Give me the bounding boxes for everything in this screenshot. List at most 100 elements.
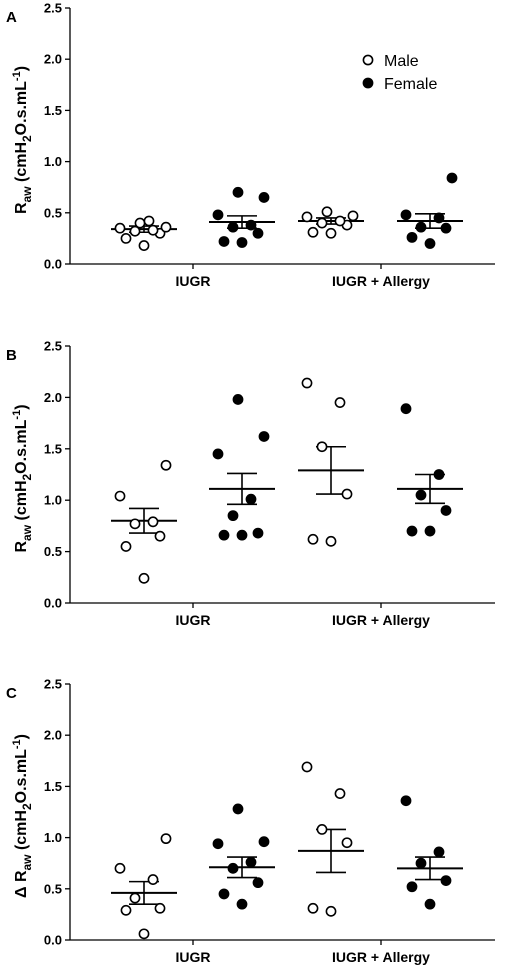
y-tick-label: 2.5 (44, 677, 62, 692)
data-point-male (325, 535, 337, 547)
panel-label: A (6, 9, 17, 26)
data-point-male (301, 211, 313, 223)
y-axis-label-part: ) (13, 66, 30, 71)
y-tick-label: 1.5 (44, 441, 62, 456)
y-axis-label-part: 2 (20, 803, 34, 810)
data-point-female (245, 856, 257, 868)
data-point-female (218, 529, 230, 541)
y-axis-label-part: (cmH (13, 810, 30, 854)
chart-panel-b: B 0.0 0.5 1.0 1.5 2.0 2.5 IUGR IUGR + Allergy Raw… (6, 339, 495, 628)
y-tick-label: 1.0 (44, 493, 62, 508)
y-tick-label: 1.5 (44, 779, 62, 794)
data-point-male (114, 490, 126, 502)
data-point-female (232, 186, 244, 198)
data-point-male (341, 837, 353, 849)
data-point-male (316, 217, 328, 229)
y-axis-label-part: -1 (11, 739, 23, 749)
y-tick-label: 2.0 (44, 390, 62, 405)
y-axis-label: Raw (cmH2O.s.mL-1) (11, 404, 34, 552)
data-point-female (245, 219, 257, 231)
y-axis-label-part: O.s.mL (13, 81, 30, 135)
data-point-male (120, 541, 132, 552)
data-point-female (258, 836, 270, 848)
data-point-female (252, 227, 264, 239)
data-point-male (147, 516, 159, 528)
y-axis-label-part: Δ R (13, 870, 30, 898)
legend: Male Female (362, 53, 437, 93)
data-point-male (134, 217, 146, 229)
data-point-male (120, 232, 132, 244)
data-point-female (433, 846, 445, 858)
data-point-male (334, 788, 346, 799)
y-tick-label: 2.0 (44, 52, 62, 67)
data-point-female (415, 857, 427, 869)
data-point-female (424, 898, 436, 910)
data-point-male (307, 902, 319, 914)
data-point-female (218, 236, 230, 247)
data-point-female (415, 221, 427, 233)
data-point-female (406, 525, 418, 537)
data-point-male (138, 240, 150, 251)
data-point-female (440, 875, 452, 887)
data-point-female (400, 795, 412, 807)
data-point-male (138, 572, 150, 584)
data-point-female (232, 394, 244, 405)
data-point-male (341, 488, 353, 500)
data-point-female (415, 489, 427, 501)
data-point-female (236, 898, 248, 910)
chart-panel-c: C 0.0 0.5 1.0 1.5 2.0 2.5 IUGR IUGR + Allergy Δ R… (6, 677, 495, 965)
data-point-female (212, 838, 224, 850)
data-point-female (227, 862, 239, 874)
y-tick-label: 1.0 (44, 154, 62, 169)
data-point-male (160, 833, 172, 845)
data-point-male (154, 902, 166, 914)
y-axis-label-part: 2 (20, 135, 34, 142)
data-point-female (236, 529, 248, 541)
data-point-female (433, 469, 445, 480)
y-axis-label-part: R (13, 202, 30, 214)
chart-panel-a: A 0.0 0.5 1.0 1.5 2.0 2.5 IUGR IUGR + Allergy Raw… (6, 1, 495, 289)
legend-label: Female (384, 76, 437, 93)
data-point-female (446, 172, 458, 184)
data-point-male (325, 905, 337, 917)
data-point-male (321, 206, 333, 218)
data-point-female (227, 510, 239, 522)
y-axis-label-part: (cmH (13, 481, 30, 525)
data-point-male (325, 227, 337, 239)
x-tick-label: IUGR (176, 949, 211, 965)
y-axis-label-part: ) (13, 404, 30, 409)
data-point-male (129, 225, 141, 237)
y-tick-label: 1.5 (44, 103, 62, 118)
data-point-male (147, 224, 159, 236)
data-point-male (307, 533, 319, 545)
y-axis-label-part: -1 (11, 71, 23, 81)
data-point-male (347, 210, 359, 222)
data-point-male (301, 761, 313, 773)
data-point-male (160, 221, 172, 233)
y-tick-label: 0.0 (44, 933, 62, 948)
y-tick-label: 1.0 (44, 830, 62, 845)
data-point-female (212, 448, 224, 460)
y-tick-label: 0.0 (44, 257, 62, 272)
x-tick-label: IUGR + Allergy (332, 949, 430, 965)
data-point-female (400, 209, 412, 221)
y-tick-label: 2.0 (44, 728, 62, 743)
y-axis-label-part: O.s.mL (13, 749, 30, 803)
data-point-female (236, 237, 248, 248)
data-point-female (232, 803, 244, 815)
data-point-female (227, 221, 239, 233)
y-axis-label-part: ) (13, 734, 30, 739)
data-point-male (307, 226, 319, 238)
data-point-female (406, 881, 418, 893)
data-point-female (252, 527, 264, 539)
data-point-female (424, 238, 436, 249)
x-tick-label: IUGR (176, 612, 211, 628)
panel-label: B (6, 347, 17, 364)
data-point-female (400, 403, 412, 415)
data-point-male (120, 904, 132, 916)
y-axis-label-part: aw (20, 186, 34, 203)
y-axis-label-part: -1 (11, 410, 23, 420)
y-axis-label-part: O.s.mL (13, 419, 30, 473)
